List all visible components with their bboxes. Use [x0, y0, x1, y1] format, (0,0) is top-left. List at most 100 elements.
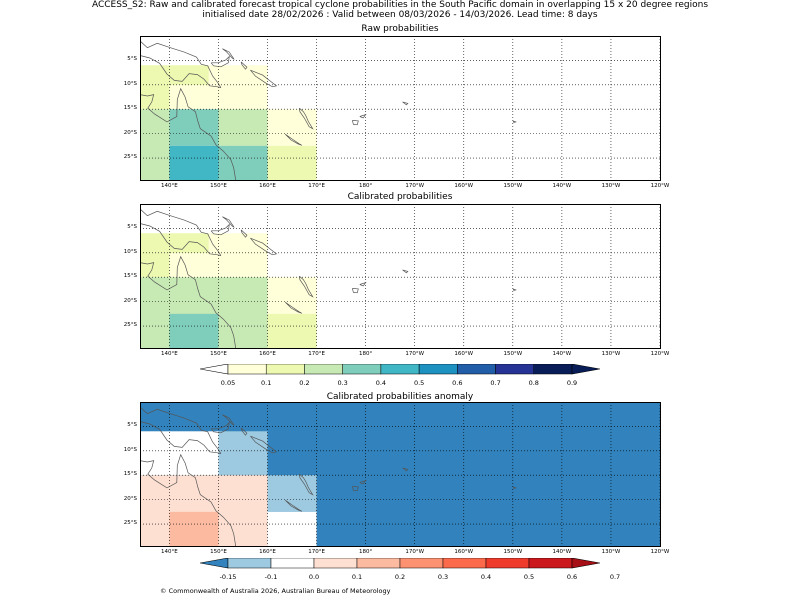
figure-title-line1: ACCESS_S2: Raw and calibrated forecast t…	[91, 0, 709, 10]
probability-cell	[218, 431, 268, 476]
probability-cell	[140, 65, 209, 85]
latitude-tick-label: 15°S	[123, 273, 137, 280]
coastline	[359, 281, 367, 287]
longitude-tick-label: 120°W	[650, 351, 670, 357]
coastline	[240, 427, 248, 436]
longitude-tick-label: 150°E	[210, 183, 227, 189]
longitude-tick-label: 160°E	[259, 549, 276, 555]
colorbar-swatch	[227, 558, 272, 569]
colorbar-swatch	[533, 364, 573, 375]
colorbar-swatch	[380, 364, 420, 375]
coastline	[250, 237, 278, 256]
coastline	[140, 208, 222, 256]
coastline	[240, 61, 248, 70]
longitude-tick-label: 170°W	[405, 183, 425, 189]
coastline	[402, 467, 409, 472]
colorbar-tick-label: 0.4	[375, 379, 387, 387]
colorbar-tick-label: 0.5	[413, 379, 425, 387]
latitude-tick-label: 10°S	[123, 80, 137, 87]
raw-map-svg	[140, 36, 660, 180]
coastline	[402, 101, 409, 106]
coastline	[140, 255, 237, 348]
latitude-tick-label: 25°S	[123, 322, 137, 329]
longitude-tick-label: 160°W	[454, 183, 474, 189]
coastline	[284, 133, 303, 146]
latitude-tick-label: 20°S	[123, 495, 137, 502]
colorbar-swatch	[457, 364, 496, 375]
colorbar-tick-label: 0.0	[308, 573, 320, 581]
coastline	[250, 69, 278, 88]
longitude-tick-label: 140°W	[552, 351, 572, 357]
probability-cell	[267, 277, 317, 314]
colorbar-swatch	[270, 558, 315, 569]
longitude-tick-label: 140°W	[552, 183, 572, 189]
coastline	[299, 473, 314, 496]
longitude-tick-label: 130°W	[601, 549, 621, 555]
longitude-tick-label: 140°E	[161, 183, 178, 189]
longitude-tick-label: 150°E	[210, 549, 227, 555]
coastline	[284, 499, 303, 512]
colorbar-tick-label: 0.9	[566, 379, 578, 387]
longitude-tick-label: 160°W	[454, 549, 474, 555]
coastline	[140, 87, 237, 180]
raw-probabilities-map	[140, 36, 660, 180]
coastline	[222, 48, 235, 60]
probability-cell	[169, 511, 219, 546]
colorbar-swatch	[265, 364, 305, 375]
calibrated-map-svg	[140, 204, 660, 348]
colorbar-over-triangle	[571, 558, 600, 569]
coastline	[352, 120, 359, 126]
longitude-tick-label: 150°W	[503, 549, 523, 555]
coastline	[299, 275, 314, 298]
latitude-tick-label: 20°S	[123, 129, 137, 136]
probability-cell	[169, 109, 219, 146]
coastline	[250, 435, 278, 454]
longitude-tick-label: 160°E	[259, 351, 276, 357]
coastline	[352, 288, 359, 294]
latitude-tick-label: 25°S	[123, 154, 137, 161]
anomaly-panel-title: Calibrated probabilities anomaly	[326, 392, 474, 402]
colorbar-swatch	[227, 364, 267, 375]
probability-cell	[140, 233, 209, 253]
coastline	[140, 406, 222, 454]
figure-title-line2: initialised date 28/02/2026 : Valid betw…	[202, 10, 598, 20]
coastline	[284, 301, 303, 314]
longitude-tick-label: 180°	[359, 351, 373, 357]
coastline	[210, 223, 230, 236]
probability-cell	[267, 511, 317, 546]
colorbar-tick-label: 0.2	[394, 573, 406, 581]
latitude-tick-label: 5°S	[127, 422, 137, 429]
anomaly-map	[140, 402, 660, 546]
colorbar-swatch	[342, 364, 382, 375]
colorbar-tick-label: -0.15	[219, 573, 237, 581]
latitude-tick-label: 5°S	[127, 224, 137, 231]
calibrated-probabilities-map	[140, 204, 660, 348]
probability-colorbar	[200, 364, 600, 375]
coastline	[222, 414, 235, 426]
colorbar-tick-label: 0.7	[609, 573, 621, 581]
colorbar-tick-label: 0.1	[261, 379, 272, 387]
coastline	[210, 55, 230, 68]
longitude-tick-label: 130°W	[601, 183, 621, 189]
colorbar-tick-label: 0.2	[299, 379, 310, 387]
latitude-tick-label: 15°S	[123, 105, 137, 112]
anomaly-colorbar	[200, 558, 600, 569]
probability-cell	[267, 475, 317, 512]
coastline	[359, 113, 367, 119]
coastline	[140, 421, 221, 455]
longitude-tick-label: 170°W	[405, 351, 425, 357]
probability-cell	[218, 145, 268, 180]
colorbar-tick-label: 0.1	[351, 573, 363, 581]
longitude-tick-label: 180°	[359, 549, 373, 555]
latitude-tick-label: 10°S	[123, 446, 137, 453]
longitude-tick-label: 170°W	[405, 549, 425, 555]
longitude-tick-label: 120°W	[650, 183, 670, 189]
probability-cell	[140, 431, 219, 476]
longitude-tick-label: 180°	[359, 183, 373, 189]
longitude-tick-label: 140°W	[552, 549, 572, 555]
colorbar-tick-label: 0.6	[452, 379, 463, 387]
colorbar-tick-label: 0.4	[480, 573, 492, 581]
longitude-tick-label: 170°E	[308, 549, 325, 555]
longitude-tick-label: 150°E	[210, 351, 227, 357]
coastline	[299, 107, 314, 130]
